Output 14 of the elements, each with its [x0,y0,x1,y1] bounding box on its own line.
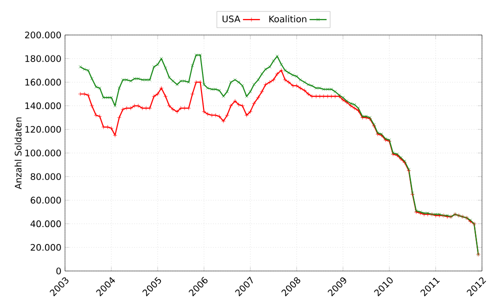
y-tick-label: 0 [56,268,61,275]
y-tick-label: 120.000 [25,126,61,133]
y-tick-label: 140.000 [25,102,61,110]
y-tick-label: 20.000 [30,244,61,251]
y-tick-label: 200.000 [25,32,61,39]
y-tick-label: 180.000 [25,55,61,62]
y-tick-label: 60.000 [30,197,61,204]
y-tick-label: 40.000 [30,220,61,228]
y-axis-title: Anzahl Soldaten [14,118,22,190]
legend-label: Koalition [269,16,306,23]
legend-label: USA [222,16,240,22]
y-tick-label: 160.000 [25,79,61,86]
y-tick-label: 100.000 [25,150,61,157]
y-tick-label: 80.000 [30,173,61,180]
